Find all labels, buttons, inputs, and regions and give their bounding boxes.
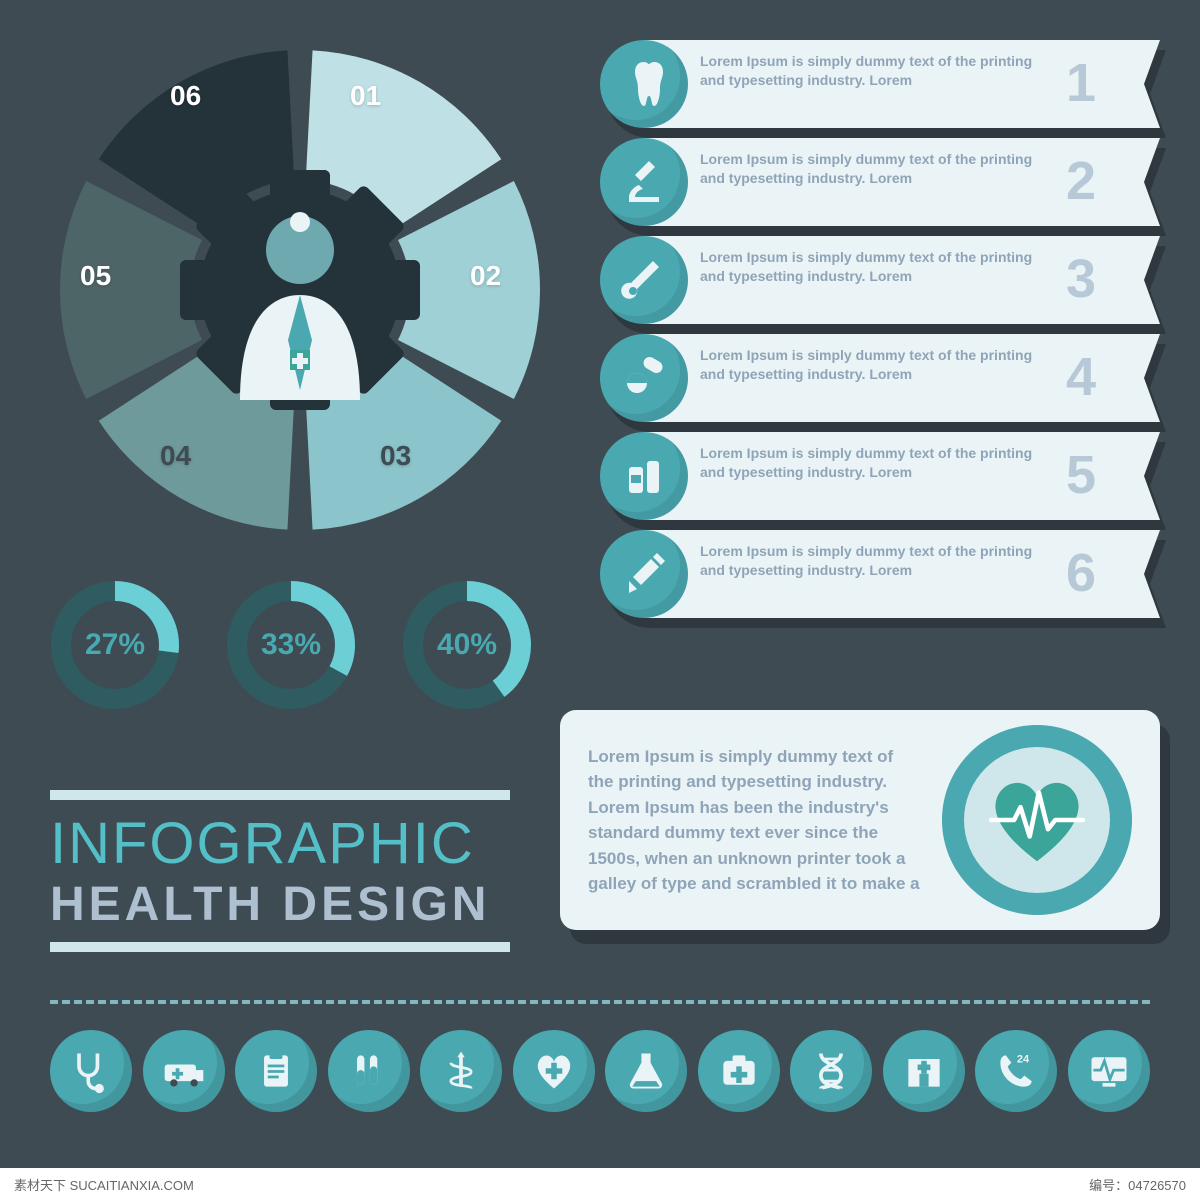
icon-row: 24 (50, 1030, 1150, 1112)
banner-number: 4 (1066, 346, 1096, 408)
banner-3: Lorem Ipsum is simply dummy text of the … (600, 236, 1160, 324)
hospital-icon (883, 1030, 965, 1112)
progress-ring-1: 27% (50, 580, 180, 710)
summary-card: Lorem Ipsum is simply dummy text of the … (560, 710, 1160, 930)
thermometer-icon (600, 236, 688, 324)
heart-cross-icon (513, 1030, 595, 1112)
banner-tail (1120, 432, 1160, 520)
banner-number: 2 (1066, 150, 1096, 212)
heart-pulse-icon (942, 725, 1132, 915)
first-aid-icon (698, 1030, 780, 1112)
svg-text:24: 24 (1017, 1054, 1030, 1066)
title-line-1: INFOGRAPHIC (50, 810, 510, 877)
medicine-icon (600, 432, 688, 520)
syringe-icon (600, 530, 688, 618)
banner-tail (1120, 334, 1160, 422)
summary-text: Lorem Ipsum is simply dummy text of the … (588, 744, 922, 897)
dna-icon (790, 1030, 872, 1112)
wheel-label-3: 03 (380, 440, 411, 472)
progress-value: 40% (402, 580, 532, 710)
footer-left: 素材天下 SUCAITIANXIA.COM (14, 1175, 194, 1194)
banner-6: Lorem Ipsum is simply dummy text of the … (600, 530, 1160, 618)
banner-text: Lorem Ipsum is simply dummy text of the … (700, 542, 1040, 580)
banner-text: Lorem Ipsum is simply dummy text of the … (700, 444, 1040, 482)
progress-rings: 27% 33% 40% (50, 580, 532, 710)
tooth-icon (600, 40, 688, 128)
banner-text: Lorem Ipsum is simply dummy text of the … (700, 52, 1040, 90)
banner-text: Lorem Ipsum is simply dummy text of the … (700, 150, 1040, 188)
title-line-2: HEALTH DESIGN (50, 877, 510, 932)
clipboard-icon (235, 1030, 317, 1112)
title-rule-top (50, 790, 510, 800)
title-block: INFOGRAPHIC HEALTH DESIGN (50, 780, 510, 962)
wheel-label-4: 04 (160, 440, 191, 472)
banner-4: Lorem Ipsum is simply dummy text of the … (600, 334, 1160, 422)
progress-value: 33% (226, 580, 356, 710)
banner-text: Lorem Ipsum is simply dummy text of the … (700, 346, 1040, 384)
doctor-icon (220, 200, 380, 400)
banner-2: Lorem Ipsum is simply dummy text of the … (600, 138, 1160, 226)
microscope-icon (600, 138, 688, 226)
progress-ring-2: 33% (226, 580, 356, 710)
banner-1: Lorem Ipsum is simply dummy text of the … (600, 40, 1160, 128)
flask-icon (605, 1030, 687, 1112)
segment-wheel: /*noop placeholder for structure*/ 01020… (50, 40, 550, 540)
title-rule-bottom (50, 942, 510, 952)
banner-tail (1120, 530, 1160, 618)
banner-number: 1 (1066, 52, 1096, 114)
banner-tail (1120, 138, 1160, 226)
banner-tail (1120, 236, 1160, 324)
source-footer: 素材天下 SUCAITIANXIA.COM 编号：04726570 (0, 1168, 1200, 1200)
caduceus-icon (420, 1030, 502, 1112)
progress-ring-3: 40% (402, 580, 532, 710)
wheel-label-1: 01 (350, 80, 381, 112)
pills-icon (600, 334, 688, 422)
wheel-label-5: 05 (80, 260, 111, 292)
wheel-label-2: 02 (470, 260, 501, 292)
monitor-ecg-icon (1068, 1030, 1150, 1112)
progress-value: 27% (50, 580, 180, 710)
banner-list: Lorem Ipsum is simply dummy text of the … (600, 40, 1160, 628)
footer-right: 编号：04726570 (1089, 1175, 1186, 1194)
banner-text: Lorem Ipsum is simply dummy text of the … (700, 248, 1040, 286)
banner-number: 5 (1066, 444, 1096, 506)
banner-number: 6 (1066, 542, 1096, 604)
banner-tail (1120, 40, 1160, 128)
stethoscope-icon (50, 1030, 132, 1112)
ambulance-icon (143, 1030, 225, 1112)
banner-number: 3 (1066, 248, 1096, 310)
test-tubes-icon (328, 1030, 410, 1112)
phone-24-icon: 24 (975, 1030, 1057, 1112)
wheel-label-6: 06 (170, 80, 201, 112)
banner-5: Lorem Ipsum is simply dummy text of the … (600, 432, 1160, 520)
dashed-divider (50, 1000, 1150, 1004)
